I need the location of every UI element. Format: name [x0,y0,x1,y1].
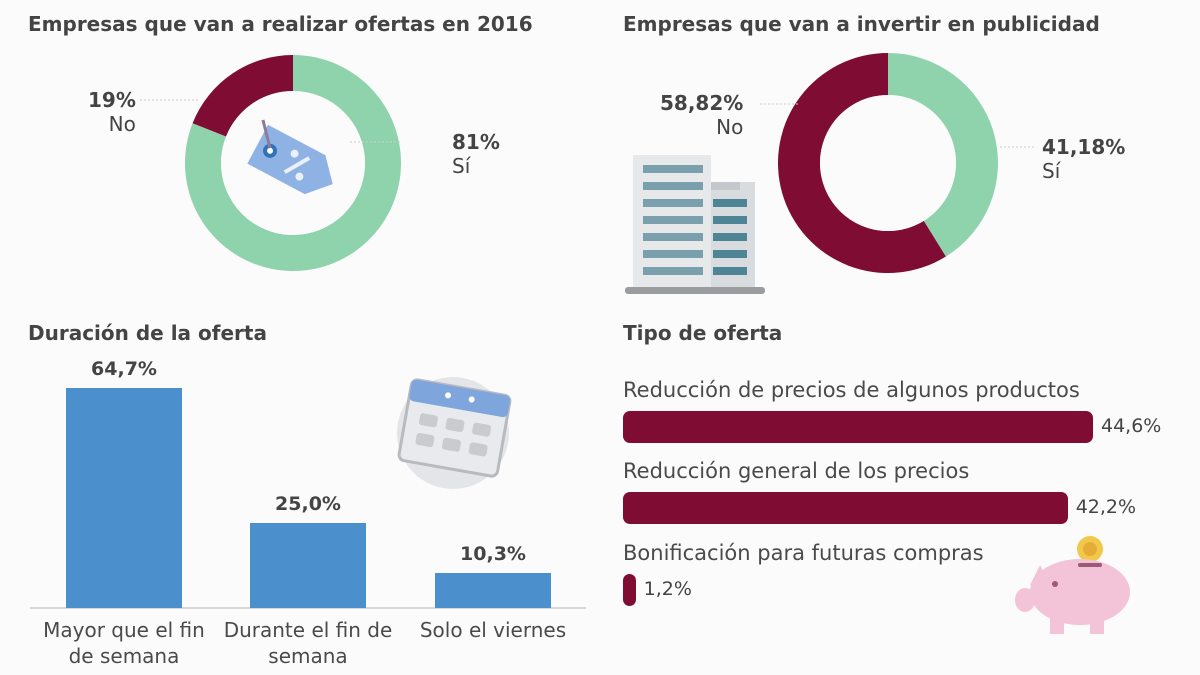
bar-category-label: Reducción de precios de algunos producto… [623,378,1080,402]
slice-category: Sí [452,154,471,178]
bar-category-label: Bonificación para futuras compras [623,541,984,565]
bar-value-label: 44,6% [1101,415,1162,437]
bar-value-label: 10,3% [460,542,526,565]
bar-value-label: 25,0% [275,492,341,515]
slice-value: 81% [452,130,500,154]
donut-publicidad [777,53,998,273]
slice-value: 19% [88,88,136,112]
slice-value: 58,82% [660,91,744,115]
tag-string [261,119,272,149]
donut-slice-si [888,53,998,257]
slice-label-no-2: 58,82% No [660,91,743,139]
bar-category-label: Reducción general de los precios [623,459,970,483]
bar-category-label: Durante el fin de semana [223,618,393,668]
slice-label-si-2: 41,18% Sí [1042,135,1125,183]
slice-label-si-1: 81% Sí [452,130,500,178]
bar [435,572,551,608]
donut-ofertas [184,55,401,271]
bar [623,492,1068,524]
slice-label-no-1: 19% No [88,88,136,136]
chart-title-publicidad: Empresas que van a invertir en publicida… [623,12,1100,36]
chart-title-duracion: Duración de la oferta [28,321,267,345]
bar-value-label: 1,2% [643,578,692,600]
donut-hole [820,95,956,231]
calendar-icon [397,377,512,489]
bar-value-label: 64,7% [91,358,157,380]
bar [623,411,1093,443]
donut-slice-si [184,55,401,271]
slice-category: Sí [1042,159,1061,183]
slice-category: No [716,115,744,139]
chart-title-tipo: Tipo de oferta [623,321,783,345]
donut-slice-no [777,53,946,273]
chart-title-ofertas: Empresas que van a realizar ofertas en 2… [28,12,533,36]
bar [250,522,366,608]
building-icon [625,155,765,294]
bar [623,574,636,606]
donut-slice-no [192,55,293,137]
slice-value: 41,18% [1042,135,1126,159]
bar-value-label: 42,2% [1075,496,1137,518]
bar [66,388,182,608]
slice-category: No [108,112,136,136]
bar-category-label: Mayor que el fin de semana [43,618,205,668]
bar-category-label: Solo el viernes [419,618,567,642]
piggy-bank-icon [1015,536,1130,634]
